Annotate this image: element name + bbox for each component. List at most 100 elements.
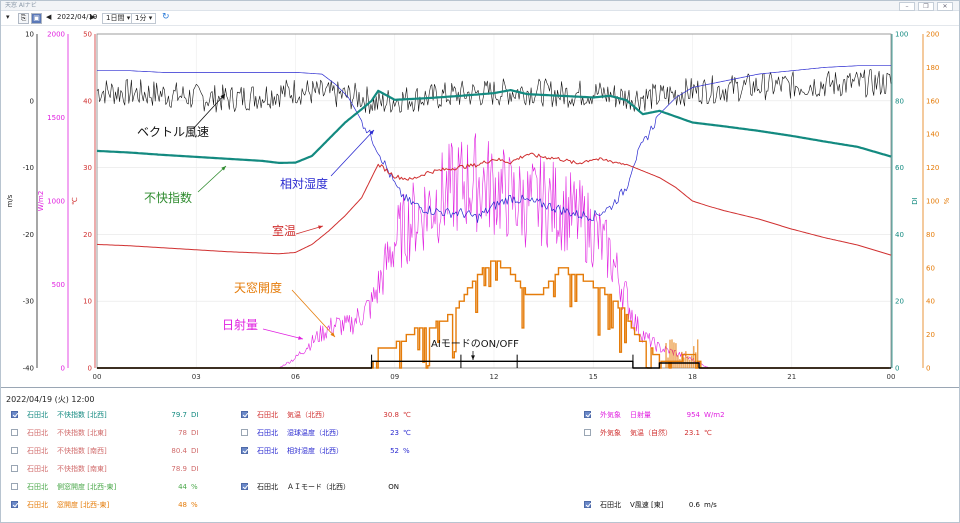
hum-arrow-line <box>330 129 375 177</box>
restore-icon[interactable]: ❐ <box>918 2 934 11</box>
wind-tick-label: -10 <box>23 164 34 172</box>
wind-tick-label: -40 <box>23 365 34 373</box>
info-row: 石田北 側窓開度 [北西-東] 44% <box>11 482 311 492</box>
series-location: 外気象 <box>600 429 621 437</box>
series-location: 石田北 <box>257 447 278 455</box>
trend-chart: 00 03 06 09 12 15 18 21 00 -40 -30 -20 -10 0 10 m/s 0 500… <box>1 26 959 386</box>
pct-tick-label: 180 <box>926 64 939 72</box>
series-unit: ℃ <box>704 429 712 437</box>
save-icon[interactable]: ▣ <box>31 13 42 24</box>
pct-tick-label: 80 <box>926 231 935 239</box>
series-unit: % <box>191 501 198 509</box>
series-location: 石田北 <box>257 411 278 419</box>
series-checkbox[interactable] <box>584 411 591 418</box>
interval-select[interactable]: 1分 ▾ <box>131 13 157 24</box>
solar-tick-label: 2000 <box>47 31 65 39</box>
series-checkbox[interactable] <box>11 501 18 508</box>
series-checkbox[interactable] <box>584 501 591 508</box>
solar-tick-label: 1500 <box>47 114 65 122</box>
solar-arrow-head <box>298 335 303 340</box>
solar-tick-label: 500 <box>52 281 65 289</box>
series-unit: m/s <box>704 501 717 509</box>
toolbar: ▾ ⎘ ▣ ◀ 2022/04/19 ▶ 1日間 ▾ 1分 ▾ ↻ <box>1 11 959 26</box>
refresh-icon[interactable]: ↻ <box>162 12 170 22</box>
di-axis-label: DI <box>911 197 919 204</box>
di-arrow-line <box>197 165 227 193</box>
series-name: 側窓開度 [北西-東] <box>57 483 117 491</box>
temp-arrow-line <box>295 225 324 235</box>
plot-border <box>96 33 892 369</box>
series-name: 不快指数 [北西] <box>57 411 107 419</box>
di-series-line <box>96 89 892 164</box>
wind-tick-label: -20 <box>23 231 34 239</box>
di-tick-label: 80 <box>895 97 904 105</box>
series-value: ON <box>388 483 399 491</box>
trend-chart-svg: 00 03 06 09 12 15 18 21 00-40-30-20-10010m/s0500… <box>6 31 951 382</box>
series-value: 78.9 <box>171 465 187 473</box>
series-unit: ℃ <box>403 429 411 437</box>
series-location: 石田北 <box>27 465 48 473</box>
di-tick-label: 100 <box>895 31 908 39</box>
pct-tick-label: 100 <box>926 198 939 206</box>
close-icon[interactable]: ✕ <box>937 2 953 11</box>
series-layer <box>96 65 892 369</box>
info-row: 石田北 相対湿度（北西） 52% <box>241 446 541 456</box>
solar-tick-label: 1000 <box>47 198 65 206</box>
series-checkbox[interactable] <box>11 447 18 454</box>
series-location: 石田北 <box>257 483 278 491</box>
x-tick-label: 06 <box>291 373 300 381</box>
range-select-label: 1日間 <box>106 14 125 22</box>
ai-label: AIモードのON/OFF <box>431 339 519 350</box>
next-day-button[interactable]: ▶ <box>90 13 96 21</box>
hum-series-line <box>97 65 891 223</box>
pct-tick-label: 160 <box>926 97 939 105</box>
series-value: 44 <box>178 483 187 491</box>
series-unit: % <box>191 483 198 491</box>
temp-tick-label: 10 <box>83 298 92 306</box>
window-arrow-head <box>330 332 335 337</box>
series-name: 不快指数 [北東] <box>57 429 107 437</box>
series-checkbox[interactable] <box>11 483 18 490</box>
series-checkbox[interactable] <box>11 429 18 436</box>
series-name: 不快指数 [南西] <box>57 447 107 455</box>
series-location: 石田北 <box>27 429 48 437</box>
info-row: 石田北 不快指数 [南西] 80.4 DI <box>11 446 311 456</box>
series-checkbox[interactable] <box>11 465 18 472</box>
info-row: 外気象 気温（自然） 23.1 ℃ <box>584 428 884 438</box>
series-unit: DI <box>191 465 199 473</box>
series-value: 79.7 <box>171 411 187 419</box>
series-location: 石田北 <box>27 501 48 509</box>
series-unit: ℃ <box>403 411 411 419</box>
series-value: 80.4 <box>171 447 187 455</box>
series-name: 相対湿度（北西） <box>287 447 343 455</box>
range-select[interactable]: 1日間 ▾ <box>102 13 135 24</box>
series-location: 石田北 <box>27 483 48 491</box>
minimize-icon[interactable]: – <box>899 2 915 11</box>
info-row: 石田北 湿球温度（北西） 23 ℃ <box>241 428 541 438</box>
temp-tick-label: 50 <box>83 31 92 39</box>
date-display[interactable]: 2022/04/19 <box>57 13 98 21</box>
temp-arrow-head <box>318 225 323 230</box>
series-checkbox[interactable] <box>584 429 591 436</box>
series-name: 不快指数 [南東] <box>57 465 107 473</box>
series-checkbox[interactable] <box>241 447 248 454</box>
x-tick-label: 03 <box>192 373 201 381</box>
series-checkbox[interactable] <box>241 411 248 418</box>
hum-label: 相対湿度 <box>280 176 328 191</box>
prev-day-button[interactable]: ◀ <box>46 13 52 21</box>
series-checkbox[interactable] <box>241 429 248 436</box>
series-unit: DI <box>191 447 199 455</box>
series-name: 気温（北西） <box>287 411 329 419</box>
series-checkbox[interactable] <box>11 411 18 418</box>
info-row: 石田北 ＡＩモード（北西） ON <box>241 482 541 492</box>
series-checkbox[interactable] <box>241 483 248 490</box>
export-icon[interactable]: ⎘ <box>18 13 29 24</box>
wind-tick-label: -30 <box>23 298 34 306</box>
menu-dropdown-icon[interactable]: ▾ <box>6 13 10 21</box>
series-unit: DI <box>191 429 199 437</box>
wind-tick-label: 10 <box>25 31 34 39</box>
series-unit: DI <box>191 411 199 419</box>
series-value: 78 <box>178 429 187 437</box>
temp-tick-label: 40 <box>83 97 92 105</box>
